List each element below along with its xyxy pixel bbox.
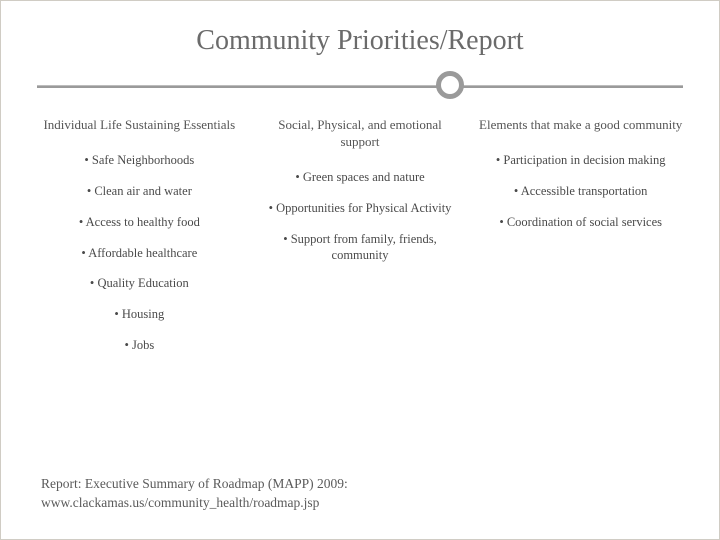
list-item: Access to healthy food [37, 214, 242, 231]
divider [37, 71, 683, 99]
column-2: Social, Physical, and emotional support … [258, 117, 463, 368]
column-2-header: Social, Physical, and emotional support [258, 117, 463, 151]
column-3: Elements that make a good community Part… [478, 117, 683, 368]
footer-citation: Report: Executive Summary of Roadmap (MA… [41, 474, 348, 513]
list-item: Coordination of social services [478, 214, 683, 231]
column-3-header: Elements that make a good community [478, 117, 683, 134]
list-item: Green spaces and nature [258, 169, 463, 186]
column-1-header: Individual Life Sustaining Essentials [37, 117, 242, 134]
list-item: Support from family, friends, community [258, 231, 463, 265]
list-item: Housing [37, 306, 242, 323]
list-item: Clean air and water [37, 183, 242, 200]
list-item: Affordable healthcare [37, 245, 242, 262]
divider-circle-icon [436, 71, 464, 99]
list-item: Jobs [37, 337, 242, 354]
list-item: Participation in decision making [478, 152, 683, 169]
columns-container: Individual Life Sustaining Essentials Sa… [37, 117, 683, 368]
list-item: Accessible transportation [478, 183, 683, 200]
footer-line-1: Report: Executive Summary of Roadmap (MA… [41, 474, 348, 494]
slide-container: Community Priorities/Report Individual L… [0, 0, 720, 540]
footer-line-2: www.clackamas.us/community_health/roadma… [41, 493, 348, 513]
list-item: Quality Education [37, 275, 242, 292]
list-item: Safe Neighborhoods [37, 152, 242, 169]
slide-title: Community Priorities/Report [37, 25, 683, 57]
list-item: Opportunities for Physical Activity [258, 200, 463, 217]
column-1: Individual Life Sustaining Essentials Sa… [37, 117, 242, 368]
divider-line [37, 85, 683, 88]
